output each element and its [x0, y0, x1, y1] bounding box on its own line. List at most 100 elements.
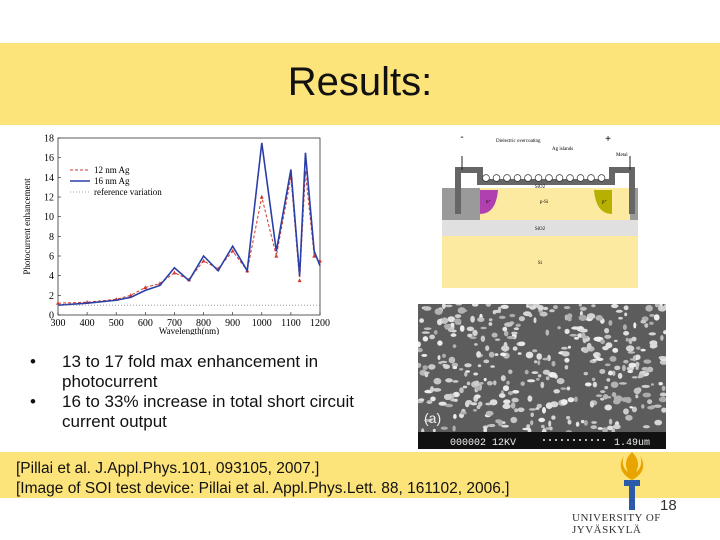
sem-particle — [448, 356, 456, 364]
sem-particle — [661, 385, 666, 391]
label-dielectric: Dielectric overcoating — [496, 139, 541, 144]
sem-particle — [427, 400, 432, 403]
sem-particle — [508, 369, 513, 375]
sem-particle — [610, 381, 619, 388]
sem-particle — [577, 333, 583, 338]
x-tick-label: 600 — [138, 318, 153, 329]
sem-particle — [612, 424, 621, 430]
sem-particle — [635, 394, 639, 399]
sem-particle — [430, 396, 436, 402]
sem-particle — [594, 355, 600, 359]
sem-particle — [506, 335, 515, 340]
sem-particle — [476, 405, 481, 410]
sem-particle — [515, 323, 521, 327]
sem-particle — [450, 333, 457, 337]
y-axis-label: Photocurrent enhancement — [22, 178, 32, 275]
sem-particle — [645, 367, 649, 374]
label-sio2-top: SiO2 — [535, 185, 546, 190]
sem-particle — [506, 380, 510, 385]
sem-particle — [490, 365, 495, 368]
sem-particle — [547, 354, 551, 362]
ag-particle — [524, 174, 532, 182]
sem-particle — [545, 402, 553, 409]
sem-particle — [573, 396, 578, 403]
sem-particle — [649, 321, 654, 325]
sem-particle — [605, 342, 613, 349]
sem-particle — [604, 385, 609, 390]
sem-particle — [539, 311, 548, 317]
sem-particle — [483, 377, 487, 382]
minus-sign: - — [460, 132, 463, 143]
sem-particle — [423, 327, 432, 330]
sem-particle — [658, 382, 663, 386]
citation-band — [0, 452, 720, 498]
series-marker — [201, 258, 206, 263]
legend-label: 12 nm Ag — [94, 165, 130, 175]
sem-particle — [658, 396, 666, 403]
ag-particle — [545, 174, 553, 182]
university-torch-logo-icon — [620, 452, 644, 510]
sem-particle — [611, 370, 616, 376]
sem-particle — [485, 304, 492, 307]
sem-particle — [485, 410, 494, 417]
university-name: UNIVERSITY OF JYVÄSKYLÄ — [572, 512, 661, 536]
sem-particle — [445, 304, 453, 308]
sem-particle — [567, 313, 573, 319]
y-tick-label: 10 — [44, 212, 54, 223]
sem-particle — [488, 322, 493, 326]
sem-particle — [530, 420, 534, 426]
ag-particle — [597, 174, 606, 182]
sem-particle — [603, 394, 609, 400]
y-tick-label: 0 — [49, 311, 54, 322]
sem-particle — [641, 384, 650, 388]
sem-particle — [517, 352, 522, 355]
sem-particle — [604, 404, 612, 411]
sem-particle — [611, 304, 619, 309]
sem-particle — [466, 326, 475, 332]
sem-particle — [507, 391, 514, 396]
sem-particle — [454, 314, 462, 318]
sem-particle — [595, 394, 603, 397]
sem-particle — [560, 387, 567, 390]
sem-particle — [629, 406, 633, 409]
x-tick-label: 900 — [225, 318, 240, 329]
sem-particle — [424, 418, 433, 422]
sem-particle — [452, 344, 457, 348]
legend-label: 16 nm Ag — [94, 176, 130, 186]
sem-particle — [623, 331, 630, 336]
y-tick-label: 18 — [44, 134, 54, 145]
sem-particle — [597, 427, 604, 430]
sem-particle — [474, 394, 481, 399]
sem-particle — [553, 305, 558, 310]
sem-particle — [649, 343, 657, 349]
sem-particle — [502, 326, 508, 332]
sem-particle — [566, 415, 571, 420]
sem-particle — [578, 314, 587, 321]
sem-particle — [477, 317, 485, 322]
sem-particle — [533, 317, 537, 324]
sem-particle — [631, 376, 638, 379]
series-marker — [259, 194, 264, 199]
sem-particle — [653, 404, 662, 408]
sem-particle — [471, 304, 479, 307]
sem-particle — [466, 381, 471, 386]
sem-particle — [618, 382, 627, 385]
sem-particle — [452, 365, 458, 370]
sem-particle — [473, 409, 477, 412]
sem-particle — [600, 339, 605, 345]
sem-particle — [459, 411, 467, 415]
sem-particle — [567, 419, 572, 425]
ag-particle — [534, 174, 543, 182]
sem-particle — [536, 403, 542, 409]
x-tick-label: 1100 — [281, 318, 301, 329]
y-tick-label: 6 — [49, 252, 54, 263]
sem-particle — [604, 328, 610, 334]
series-marker — [230, 248, 235, 253]
series-marker — [56, 301, 60, 305]
sem-particle — [628, 362, 637, 368]
y-tick-label: 14 — [44, 173, 54, 184]
sem-particle — [642, 392, 652, 398]
citation-2: [Image of SOI test device: Pillai et al.… — [16, 480, 510, 497]
sem-particle — [604, 334, 612, 339]
sem-particle — [492, 309, 500, 314]
